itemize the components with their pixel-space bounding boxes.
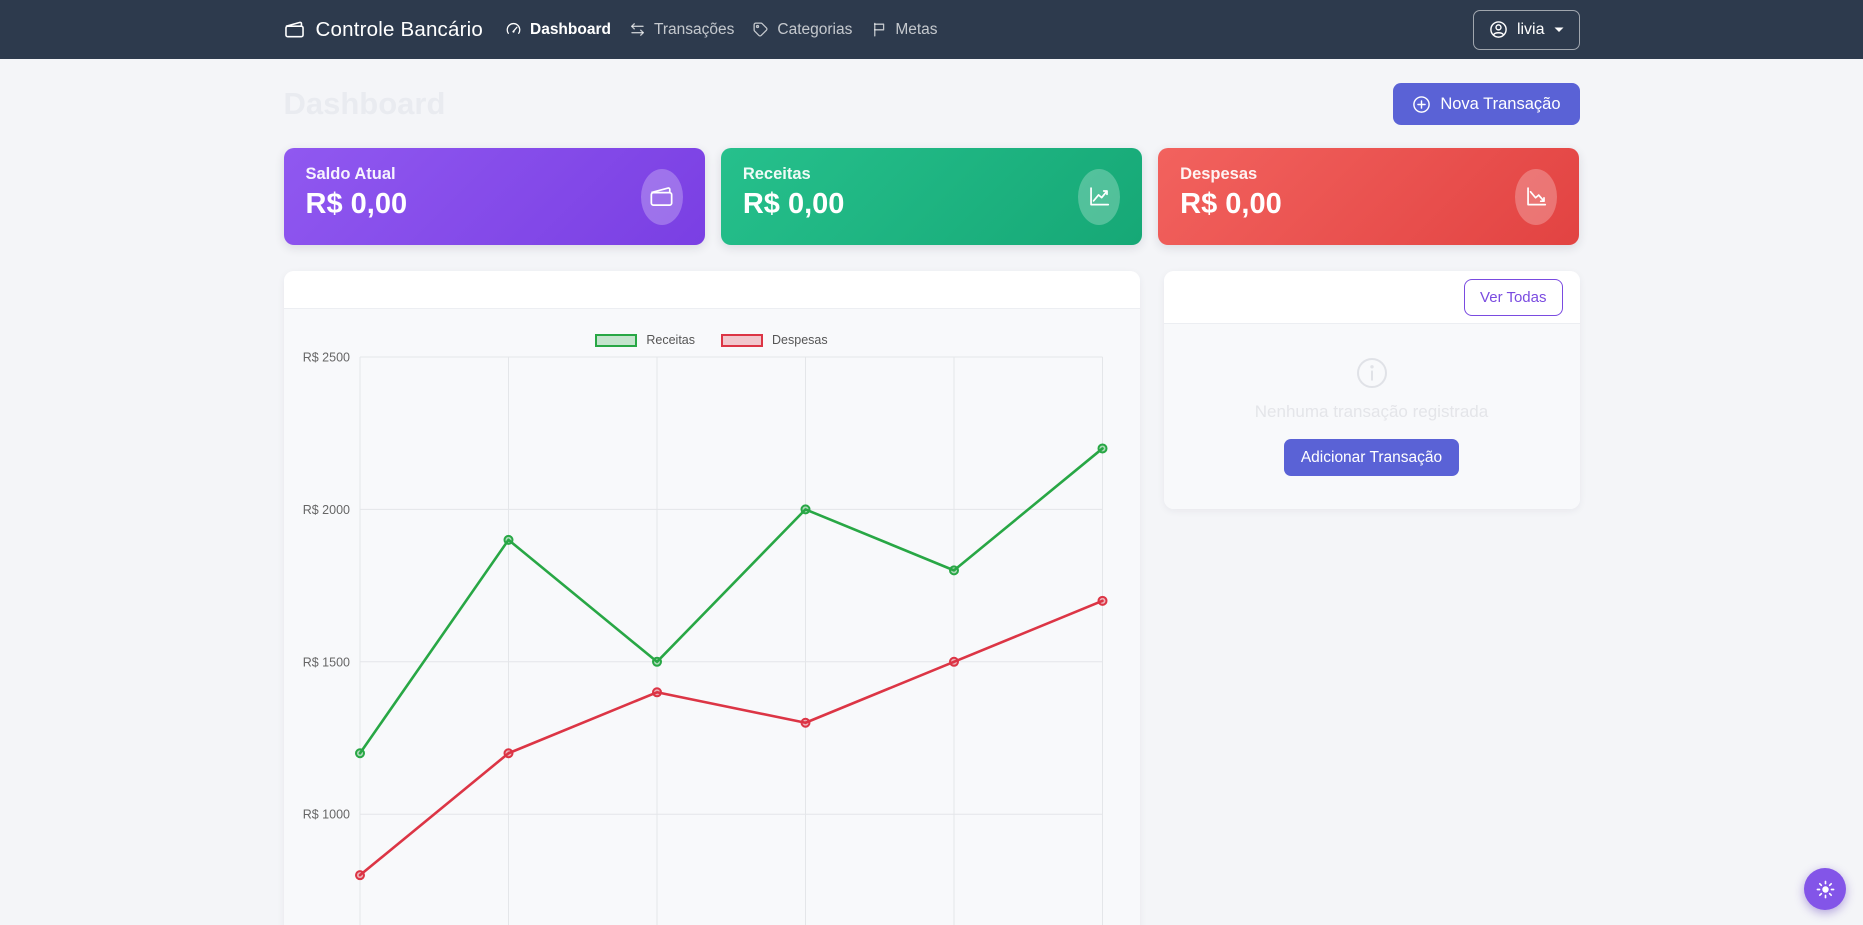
legend-item-receitas[interactable]: Receitas	[595, 333, 695, 347]
nav-item-dashboard[interactable]: Dashboard	[505, 21, 611, 39]
stat-icon-bubble	[1078, 168, 1121, 225]
recent-transactions-card: Ver Todas Nenhuma transação registrada A…	[1163, 271, 1580, 509]
chart-canvas: R$ 2500 R$ 2000 R$ 1500 R$ 1000	[302, 352, 1107, 925]
stat-label: Despesas	[1180, 165, 1258, 183]
stat-icon-bubble	[640, 168, 683, 225]
new-transaction-label: Nova Transação	[1440, 94, 1561, 113]
wallet-icon	[650, 187, 673, 206]
flag-icon	[874, 22, 885, 37]
stat-value: R$ 0,00	[305, 188, 408, 220]
user-name: livia	[1516, 20, 1545, 38]
chart-card-body: Receitas Despesas R$ 2500 R$ 2000 R$ 1500 R…	[283, 309, 1140, 925]
chart-card: Receitas Despesas R$ 2500 R$ 2000 R$ 1500 R…	[283, 271, 1140, 925]
stat-card-saldo: Saldo Atual R$ 0,00	[283, 148, 705, 245]
user-menu-button[interactable]: livia	[1472, 9, 1580, 50]
sun-icon	[1816, 880, 1834, 898]
stats-row: Saldo Atual R$ 0,00 Receitas R$ 0,00	[283, 148, 1580, 245]
nav-item-transacoes[interactable]: Transações	[629, 21, 734, 39]
graph-down-icon	[1527, 187, 1547, 206]
recent-transactions-body: Nenhuma transação registrada Adicionar T…	[1163, 324, 1580, 509]
speedometer-icon	[506, 23, 521, 34]
brand[interactable]: Controle Bancário	[284, 18, 484, 42]
add-transaction-button[interactable]: Adicionar Transação	[1283, 439, 1460, 476]
legend-item-despesas[interactable]: Despesas	[721, 333, 828, 347]
stat-card-receitas: Receitas R$ 0,00	[720, 148, 1143, 245]
nav-item-label: Transações	[653, 20, 735, 38]
nav-item-label: Categorias	[777, 20, 853, 38]
stat-label: Saldo Atual	[305, 165, 396, 183]
stat-icon-bubble	[1515, 168, 1558, 225]
stat-value: R$ 0,00	[1180, 188, 1282, 220]
chart-card-header	[283, 271, 1140, 309]
theme-toggle-button[interactable]	[1804, 868, 1846, 910]
graph-up-icon	[1089, 187, 1109, 206]
page-title: Dashboard	[283, 86, 446, 121]
nav-links: Dashboard Transações Categorias	[505, 21, 938, 39]
chart-legend: Receitas Despesas	[284, 309, 1140, 352]
navbar: Controle Bancário Dashboard Transações	[0, 0, 1863, 59]
svg-text:R$ 2000: R$ 2000	[302, 503, 349, 517]
info-circle-icon	[1356, 358, 1387, 388]
svg-text:R$ 1000: R$ 1000	[302, 808, 349, 822]
tag-icon	[753, 22, 768, 37]
caret-down-icon	[1554, 27, 1563, 32]
view-all-button[interactable]: Ver Todas	[1464, 278, 1563, 316]
wallet-icon	[284, 21, 304, 38]
plus-circle-icon	[1413, 95, 1431, 113]
nav-item-label: Dashboard	[530, 20, 611, 38]
svg-text:R$ 2500: R$ 2500	[302, 352, 349, 365]
svg-text:R$ 1500: R$ 1500	[302, 655, 349, 669]
legend-swatch-despesas	[721, 333, 764, 347]
brand-title: Controle Bancário	[315, 17, 483, 41]
recent-transactions-header: Ver Todas	[1163, 271, 1580, 324]
nav-item-categorias[interactable]: Categorias	[752, 21, 852, 39]
arrows-left-right-icon	[630, 23, 644, 36]
main-content: Dashboard Nova Transação Saldo Atual R$ …	[283, 83, 1580, 925]
empty-state-message: Nenhuma transação registrada	[1254, 402, 1489, 421]
nav-item-label: Metas	[895, 20, 938, 38]
legend-label: Receitas	[646, 333, 696, 347]
legend-label: Despesas	[772, 333, 828, 347]
nav-item-metas[interactable]: Metas	[870, 20, 938, 39]
legend-swatch-receitas	[595, 333, 638, 347]
stat-value: R$ 0,00	[742, 188, 845, 220]
stat-label: Receitas	[742, 165, 811, 183]
new-transaction-button[interactable]: Nova Transação	[1393, 83, 1580, 125]
stat-card-despesas: Despesas R$ 0,00	[1158, 148, 1580, 245]
person-circle-icon	[1490, 21, 1507, 38]
